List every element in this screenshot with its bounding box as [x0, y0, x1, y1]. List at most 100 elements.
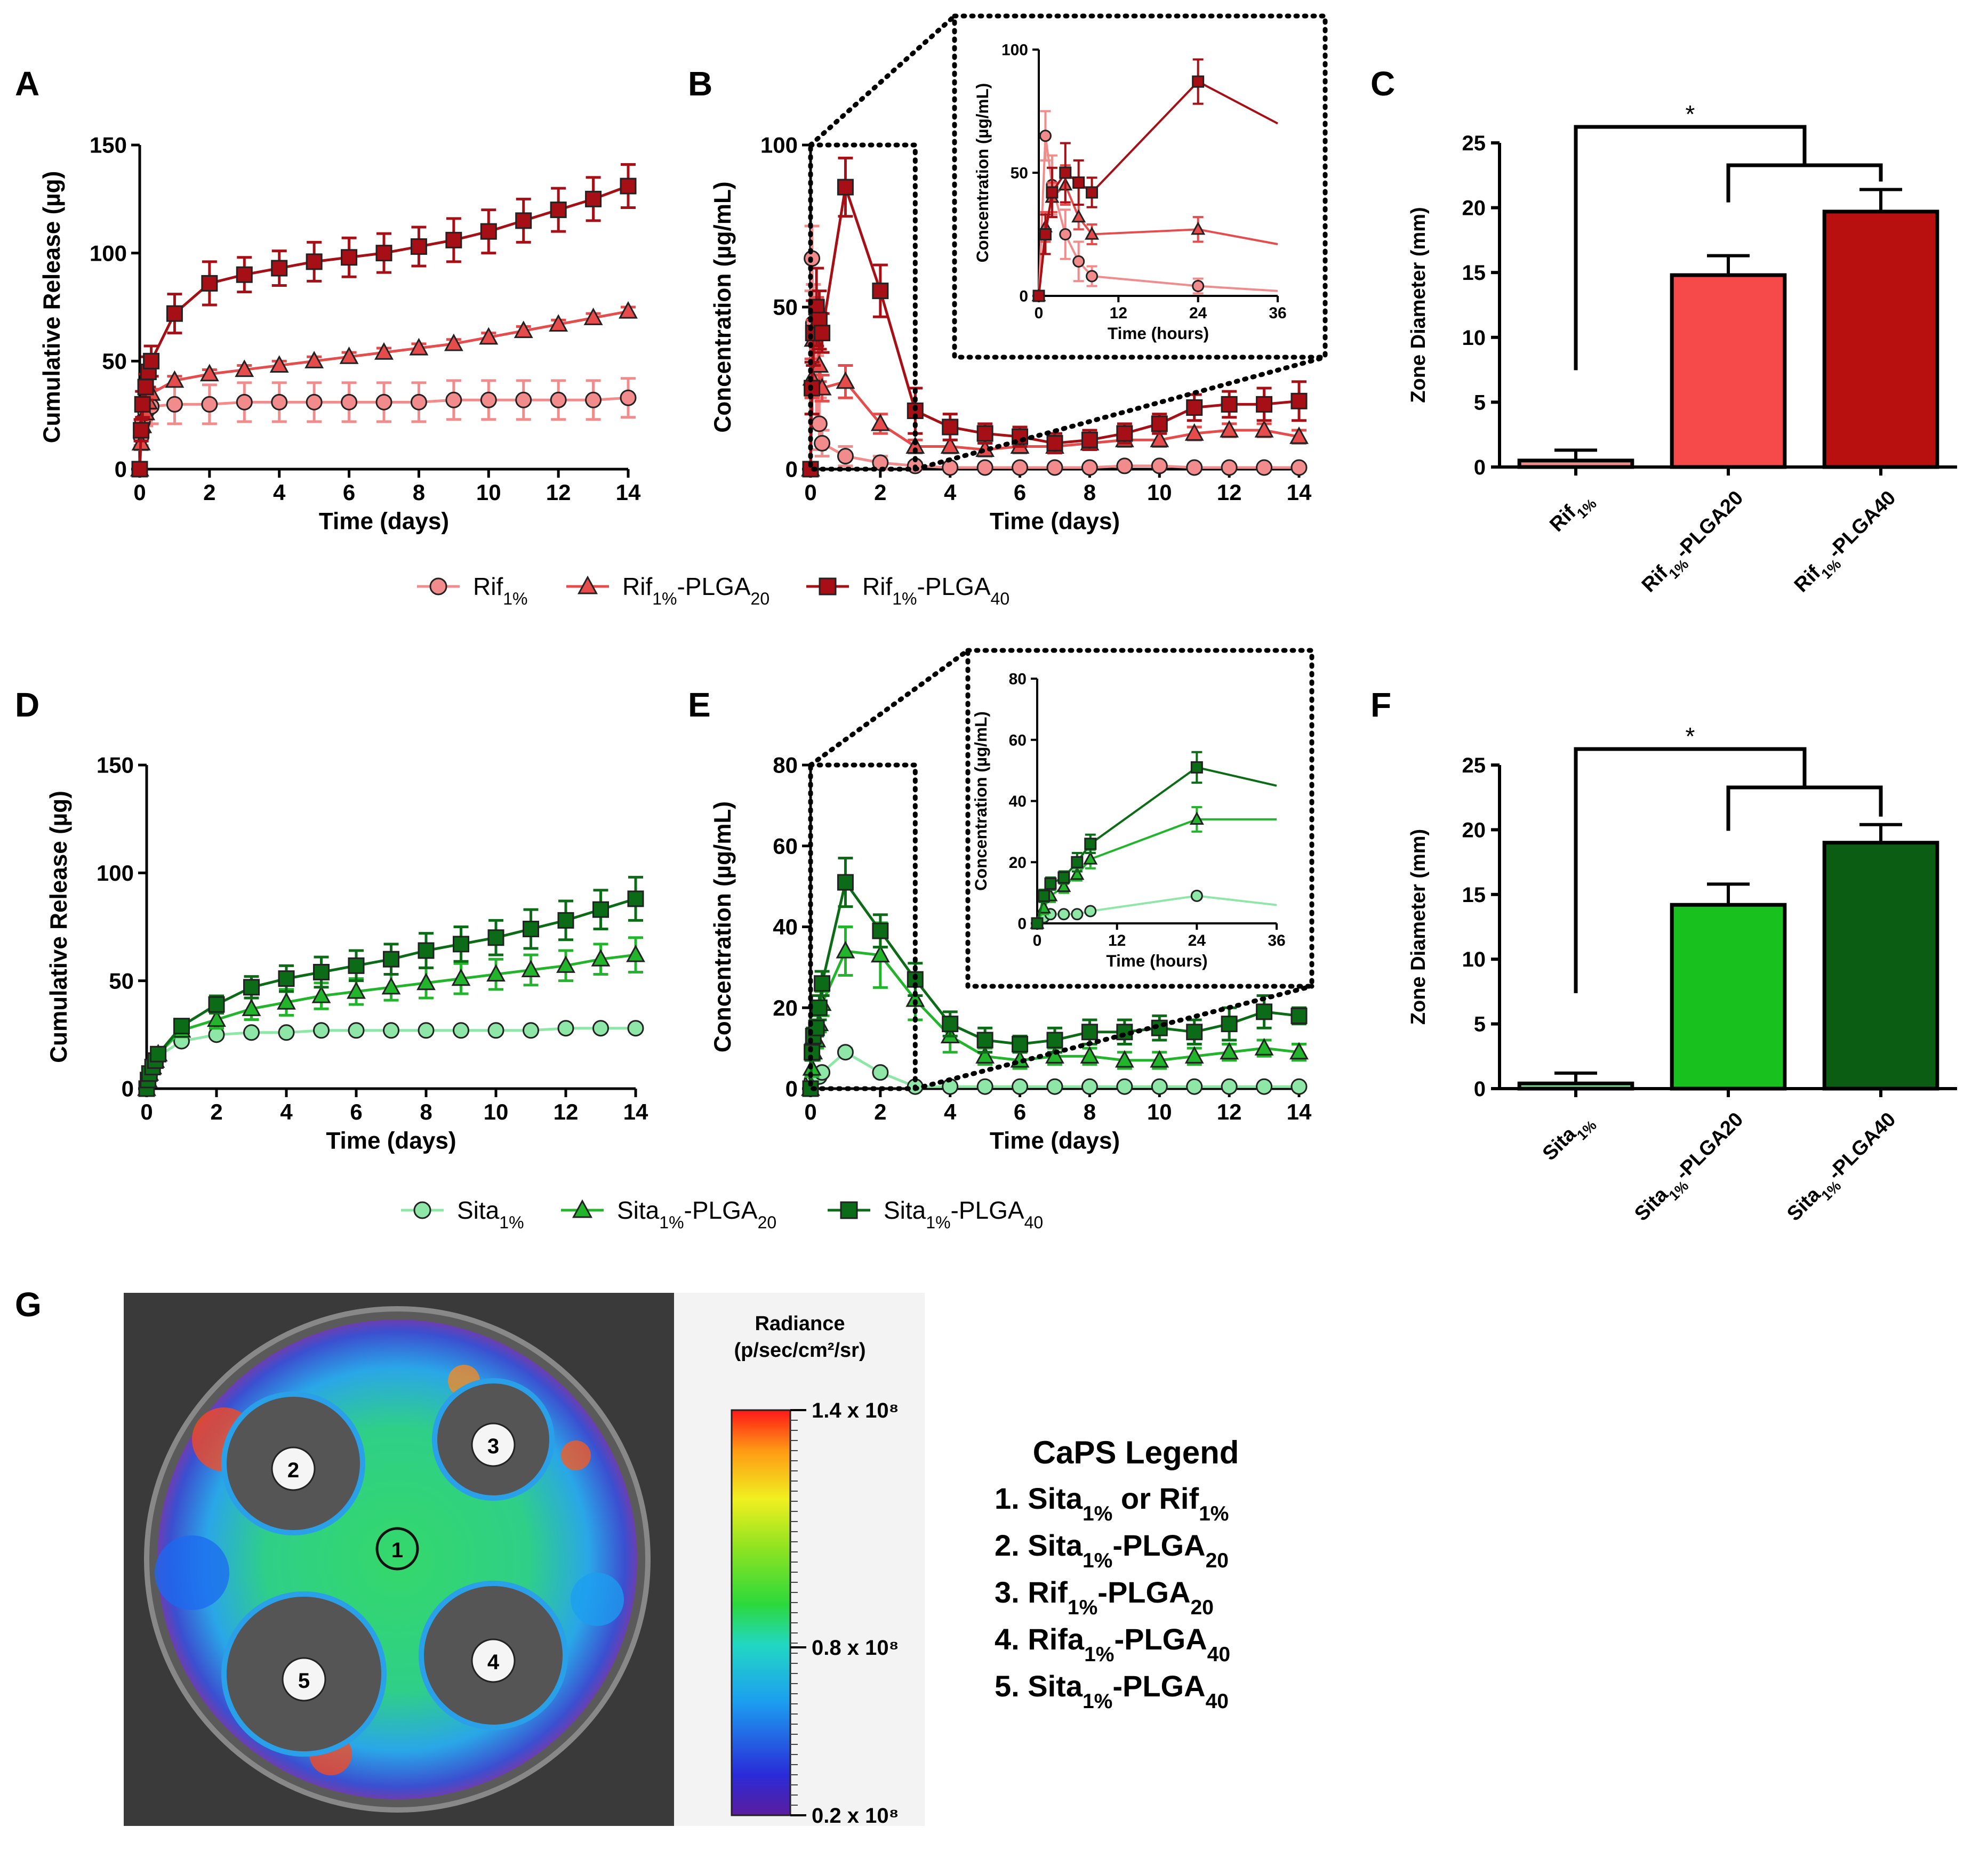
signal-spot — [571, 1573, 624, 1626]
x-tick-label: 10 — [1147, 480, 1172, 505]
data-point — [306, 393, 323, 411]
data-point — [836, 371, 855, 389]
data-point — [347, 981, 366, 999]
legend-label: Rif1% — [473, 573, 527, 608]
well-number: 1 — [391, 1539, 403, 1562]
y-tick-label: 25 — [1462, 132, 1486, 155]
data-point — [1071, 856, 1084, 868]
caps-legend-item: 4. Rifa1%-PLGA40 — [995, 1622, 1230, 1666]
well-label-badge — [471, 1638, 516, 1683]
data-point — [375, 245, 392, 262]
data-point — [814, 434, 831, 452]
x-tick-label: 10 — [1147, 1099, 1172, 1124]
x-tick-label: 8 — [1084, 1099, 1096, 1124]
data-point — [1086, 270, 1099, 283]
legend-marker — [429, 577, 447, 595]
data-point — [627, 890, 644, 907]
data-point — [150, 1045, 167, 1063]
data-point — [585, 190, 602, 207]
data-point — [1256, 1003, 1273, 1020]
y-tick-label: 150 — [90, 133, 127, 158]
panel-label-e: E — [688, 686, 711, 724]
y-axis-label: Concentration (µg/mL) — [973, 83, 992, 263]
data-point — [1186, 399, 1203, 416]
legend-label: Sita1%-PLGA40 — [884, 1196, 1043, 1232]
x-tick-label: 14 — [1287, 480, 1312, 505]
x-tick-label: 36 — [1268, 932, 1285, 949]
series-Sita1%-PLGA40 — [1031, 751, 1277, 930]
y-tick-label: 50 — [102, 349, 127, 374]
legend-sita: Sita1% Sita1%-PLGA20 Sita1%-PLGA40 — [401, 1196, 1043, 1232]
panel-label-c: C — [1370, 65, 1396, 103]
y-tick-label: 20 — [1462, 197, 1486, 220]
x-tick-label: Rif1% — [1545, 487, 1600, 541]
data-point — [208, 996, 225, 1013]
data-point — [976, 1078, 993, 1095]
series-Sita1% — [138, 1020, 644, 1097]
panel-label-b: B — [688, 65, 713, 103]
data-point — [1012, 459, 1029, 476]
significance-bracket — [1726, 163, 1883, 203]
y-axis-label: Concentration (µg/mL) — [710, 181, 736, 432]
chart-e-inset: 0 12 24 36 0 20 40 60 80 Time (hours) Concentratio… — [971, 671, 1286, 971]
data-point — [173, 1018, 190, 1035]
data-point — [445, 231, 462, 248]
data-point — [313, 963, 330, 980]
well-number: 2 — [287, 1459, 299, 1482]
caps-legend-title: CaPS Legend — [1033, 1435, 1239, 1470]
x-tick-label: 2 — [210, 1099, 222, 1124]
well-label-badge — [282, 1657, 326, 1702]
x-tick-label: 6 — [1014, 480, 1026, 505]
data-point — [1151, 1078, 1168, 1095]
data-point — [1186, 459, 1203, 476]
data-point — [811, 999, 828, 1016]
signal-spot — [561, 1440, 591, 1470]
data-point — [236, 266, 253, 283]
x-axis-label: Time (days) — [990, 509, 1120, 535]
x-tick-label: 0 — [1033, 932, 1042, 949]
data-point — [1032, 289, 1045, 302]
data-point — [870, 945, 890, 963]
data-point — [137, 379, 154, 396]
x-tick-label: 14 — [616, 480, 641, 505]
data-point — [1256, 1078, 1273, 1095]
data-point — [271, 260, 288, 277]
y-tick-label: 0 — [1474, 1077, 1486, 1101]
data-point — [486, 964, 506, 982]
x-axis-label: Time (days) — [326, 1128, 456, 1154]
y-tick-label: 40 — [1009, 793, 1027, 810]
panel-label-g: G — [15, 1285, 42, 1324]
data-point — [166, 305, 183, 322]
data-point — [480, 223, 497, 240]
x-tick-label: 6 — [1014, 1099, 1026, 1124]
data-point — [1056, 879, 1071, 892]
significance-star: * — [1686, 100, 1695, 128]
x-tick-label: 0 — [133, 480, 146, 505]
data-point — [487, 929, 504, 946]
data-point — [1044, 877, 1057, 890]
panel-label-a: A — [15, 65, 40, 103]
data-point — [1289, 1042, 1309, 1060]
data-point — [1150, 430, 1169, 447]
data-point — [837, 874, 854, 891]
data-point — [550, 202, 567, 219]
data-point — [1057, 871, 1070, 884]
colorbar-tick-label: 1.4 x 10⁸ — [812, 1399, 899, 1422]
series-line — [1038, 80, 1278, 296]
data-point — [236, 393, 253, 411]
data-point — [1150, 1050, 1169, 1068]
data-point — [375, 393, 392, 411]
data-point — [583, 308, 603, 325]
colorbar-tick-label: 0.2 x 10⁸ — [812, 1804, 899, 1828]
data-point — [1085, 226, 1100, 240]
data-point — [201, 396, 218, 413]
x-tick-label: 0 — [140, 1099, 153, 1124]
data-point — [905, 989, 925, 1007]
series-Rif1% — [1032, 110, 1278, 302]
data-point — [166, 396, 183, 413]
data-point — [592, 901, 609, 918]
y-tick-label: 5 — [1474, 1013, 1486, 1036]
caps-legend-item: 3. Rif1%-PLGA20 — [995, 1575, 1214, 1619]
x-axis-label: Time (days) — [990, 1128, 1120, 1154]
